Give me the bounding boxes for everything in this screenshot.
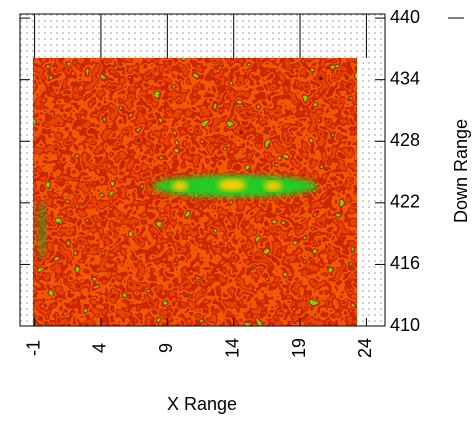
y-tick-label: 410	[390, 315, 420, 335]
edge-glow	[37, 200, 47, 260]
x-tick-label: 4	[90, 343, 110, 353]
x-tick-label: 9	[156, 343, 176, 353]
y-axis-label: Down Range	[451, 119, 471, 223]
hot-spot	[37, 175, 317, 260]
y-tick-label: 422	[390, 192, 420, 212]
y-tick-label: 434	[390, 68, 420, 88]
x-tick-label: -1	[23, 340, 43, 356]
hot-spot-peak	[172, 181, 188, 191]
x-tick-label: 24	[355, 338, 375, 358]
y-tick-label: 440	[390, 7, 420, 27]
hot-spot-peak	[218, 179, 246, 191]
y-tick-label: 428	[390, 130, 420, 150]
x-tick-label: 14	[222, 338, 242, 358]
plot-frame	[19, 13, 386, 327]
plot-area	[19, 13, 386, 327]
y-tick-label: 416	[390, 253, 420, 273]
hot-spot-peak	[264, 181, 282, 191]
x-axis-label: X Range	[167, 394, 237, 414]
x-tick-label: 19	[289, 338, 309, 358]
